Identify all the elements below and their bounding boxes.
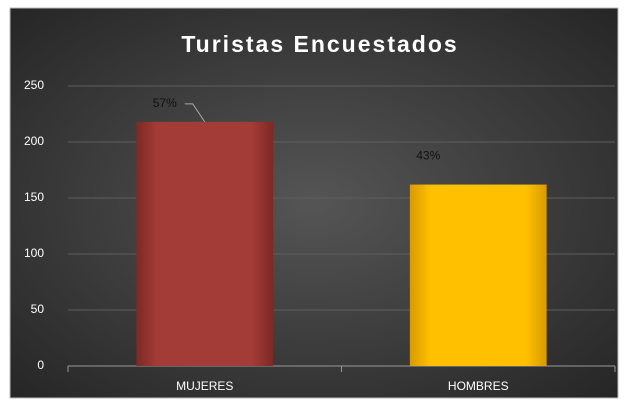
x-tick-label: MUJERES xyxy=(176,379,233,393)
y-tick-label: 100 xyxy=(24,246,44,260)
y-tick-label: 50 xyxy=(31,302,45,316)
y-tick-label: 150 xyxy=(24,190,44,204)
leader-line xyxy=(184,103,206,123)
y-tick-label: 0 xyxy=(37,358,44,372)
x-tick-label: HOMBRES xyxy=(448,379,509,393)
chart-title: Turistas Encuestados xyxy=(181,31,458,57)
data-label: 57% xyxy=(153,96,177,110)
bar xyxy=(136,121,274,366)
data-label: 43% xyxy=(416,149,440,163)
y-tick-label: 200 xyxy=(24,134,44,148)
y-tick-label: 250 xyxy=(24,78,44,92)
bar xyxy=(409,184,547,366)
